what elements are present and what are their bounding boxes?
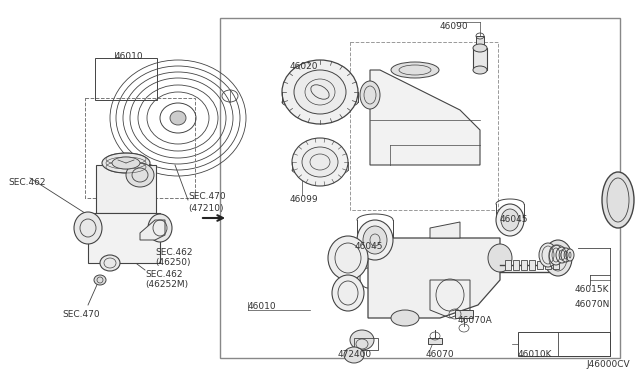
Ellipse shape: [94, 275, 106, 285]
Text: 46010: 46010: [248, 302, 276, 311]
Text: 46015K: 46015K: [575, 285, 609, 294]
Ellipse shape: [539, 243, 557, 267]
Bar: [545, 261, 551, 269]
Ellipse shape: [501, 209, 519, 231]
Bar: [513, 260, 519, 270]
Bar: [455, 310, 473, 318]
Ellipse shape: [350, 330, 374, 350]
Bar: [85, 98, 195, 198]
Ellipse shape: [360, 81, 380, 109]
Bar: [96, 165, 156, 213]
Bar: [529, 260, 535, 270]
Bar: [553, 261, 559, 269]
Ellipse shape: [102, 153, 150, 173]
Text: SEC.462: SEC.462: [155, 248, 193, 257]
Ellipse shape: [363, 226, 387, 254]
Text: 46020: 46020: [290, 62, 319, 71]
Ellipse shape: [602, 172, 634, 228]
Ellipse shape: [344, 347, 364, 363]
Text: 46070A: 46070A: [458, 316, 493, 325]
Text: J46000CV: J46000CV: [586, 360, 630, 369]
Text: SEC.470: SEC.470: [188, 192, 226, 201]
Ellipse shape: [100, 255, 120, 271]
Ellipse shape: [332, 275, 364, 311]
Ellipse shape: [282, 60, 358, 124]
Polygon shape: [370, 70, 480, 165]
Ellipse shape: [473, 66, 487, 74]
Ellipse shape: [549, 245, 563, 265]
Bar: [220, 18, 620, 358]
Ellipse shape: [496, 204, 524, 236]
Text: 46045: 46045: [500, 215, 529, 224]
Ellipse shape: [391, 62, 439, 78]
Ellipse shape: [544, 240, 572, 276]
Ellipse shape: [473, 44, 487, 52]
Text: 46010: 46010: [115, 52, 143, 61]
Polygon shape: [140, 220, 165, 240]
Ellipse shape: [148, 214, 172, 242]
Text: SEC.470: SEC.470: [62, 310, 100, 319]
Ellipse shape: [561, 248, 571, 262]
Text: 46070N: 46070N: [575, 300, 611, 309]
Text: (47210): (47210): [188, 204, 223, 213]
Bar: [350, 42, 498, 210]
Bar: [518, 332, 610, 356]
Ellipse shape: [74, 212, 102, 244]
Bar: [476, 36, 484, 48]
Ellipse shape: [294, 70, 346, 114]
Text: (46252M): (46252M): [145, 280, 188, 289]
Ellipse shape: [170, 111, 186, 125]
Text: 46070: 46070: [426, 350, 454, 359]
Text: SEC.462: SEC.462: [8, 178, 45, 187]
Polygon shape: [368, 238, 500, 318]
Text: 46010K: 46010K: [518, 350, 552, 359]
Text: (46250): (46250): [155, 258, 191, 267]
Ellipse shape: [566, 249, 574, 261]
Bar: [537, 261, 543, 269]
Polygon shape: [430, 222, 460, 238]
Ellipse shape: [112, 157, 140, 169]
Bar: [95, 58, 157, 100]
Bar: [354, 338, 378, 350]
Bar: [521, 260, 527, 270]
Bar: [505, 260, 511, 270]
Ellipse shape: [126, 163, 154, 187]
Text: 46045: 46045: [355, 242, 383, 251]
Ellipse shape: [328, 236, 368, 280]
Ellipse shape: [292, 138, 348, 186]
Text: 46099: 46099: [290, 195, 319, 204]
Text: SEC.462: SEC.462: [145, 270, 182, 279]
Text: 46090: 46090: [440, 22, 468, 31]
Bar: [428, 338, 442, 344]
Text: 472400: 472400: [338, 350, 372, 359]
Bar: [473, 48, 487, 70]
Bar: [88, 213, 160, 263]
Ellipse shape: [488, 244, 512, 272]
Ellipse shape: [357, 220, 393, 260]
Ellipse shape: [302, 147, 338, 177]
Ellipse shape: [391, 310, 419, 326]
Ellipse shape: [556, 247, 568, 263]
